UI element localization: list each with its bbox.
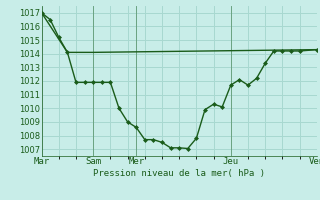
X-axis label: Pression niveau de la mer( hPa ): Pression niveau de la mer( hPa ) (93, 169, 265, 178)
